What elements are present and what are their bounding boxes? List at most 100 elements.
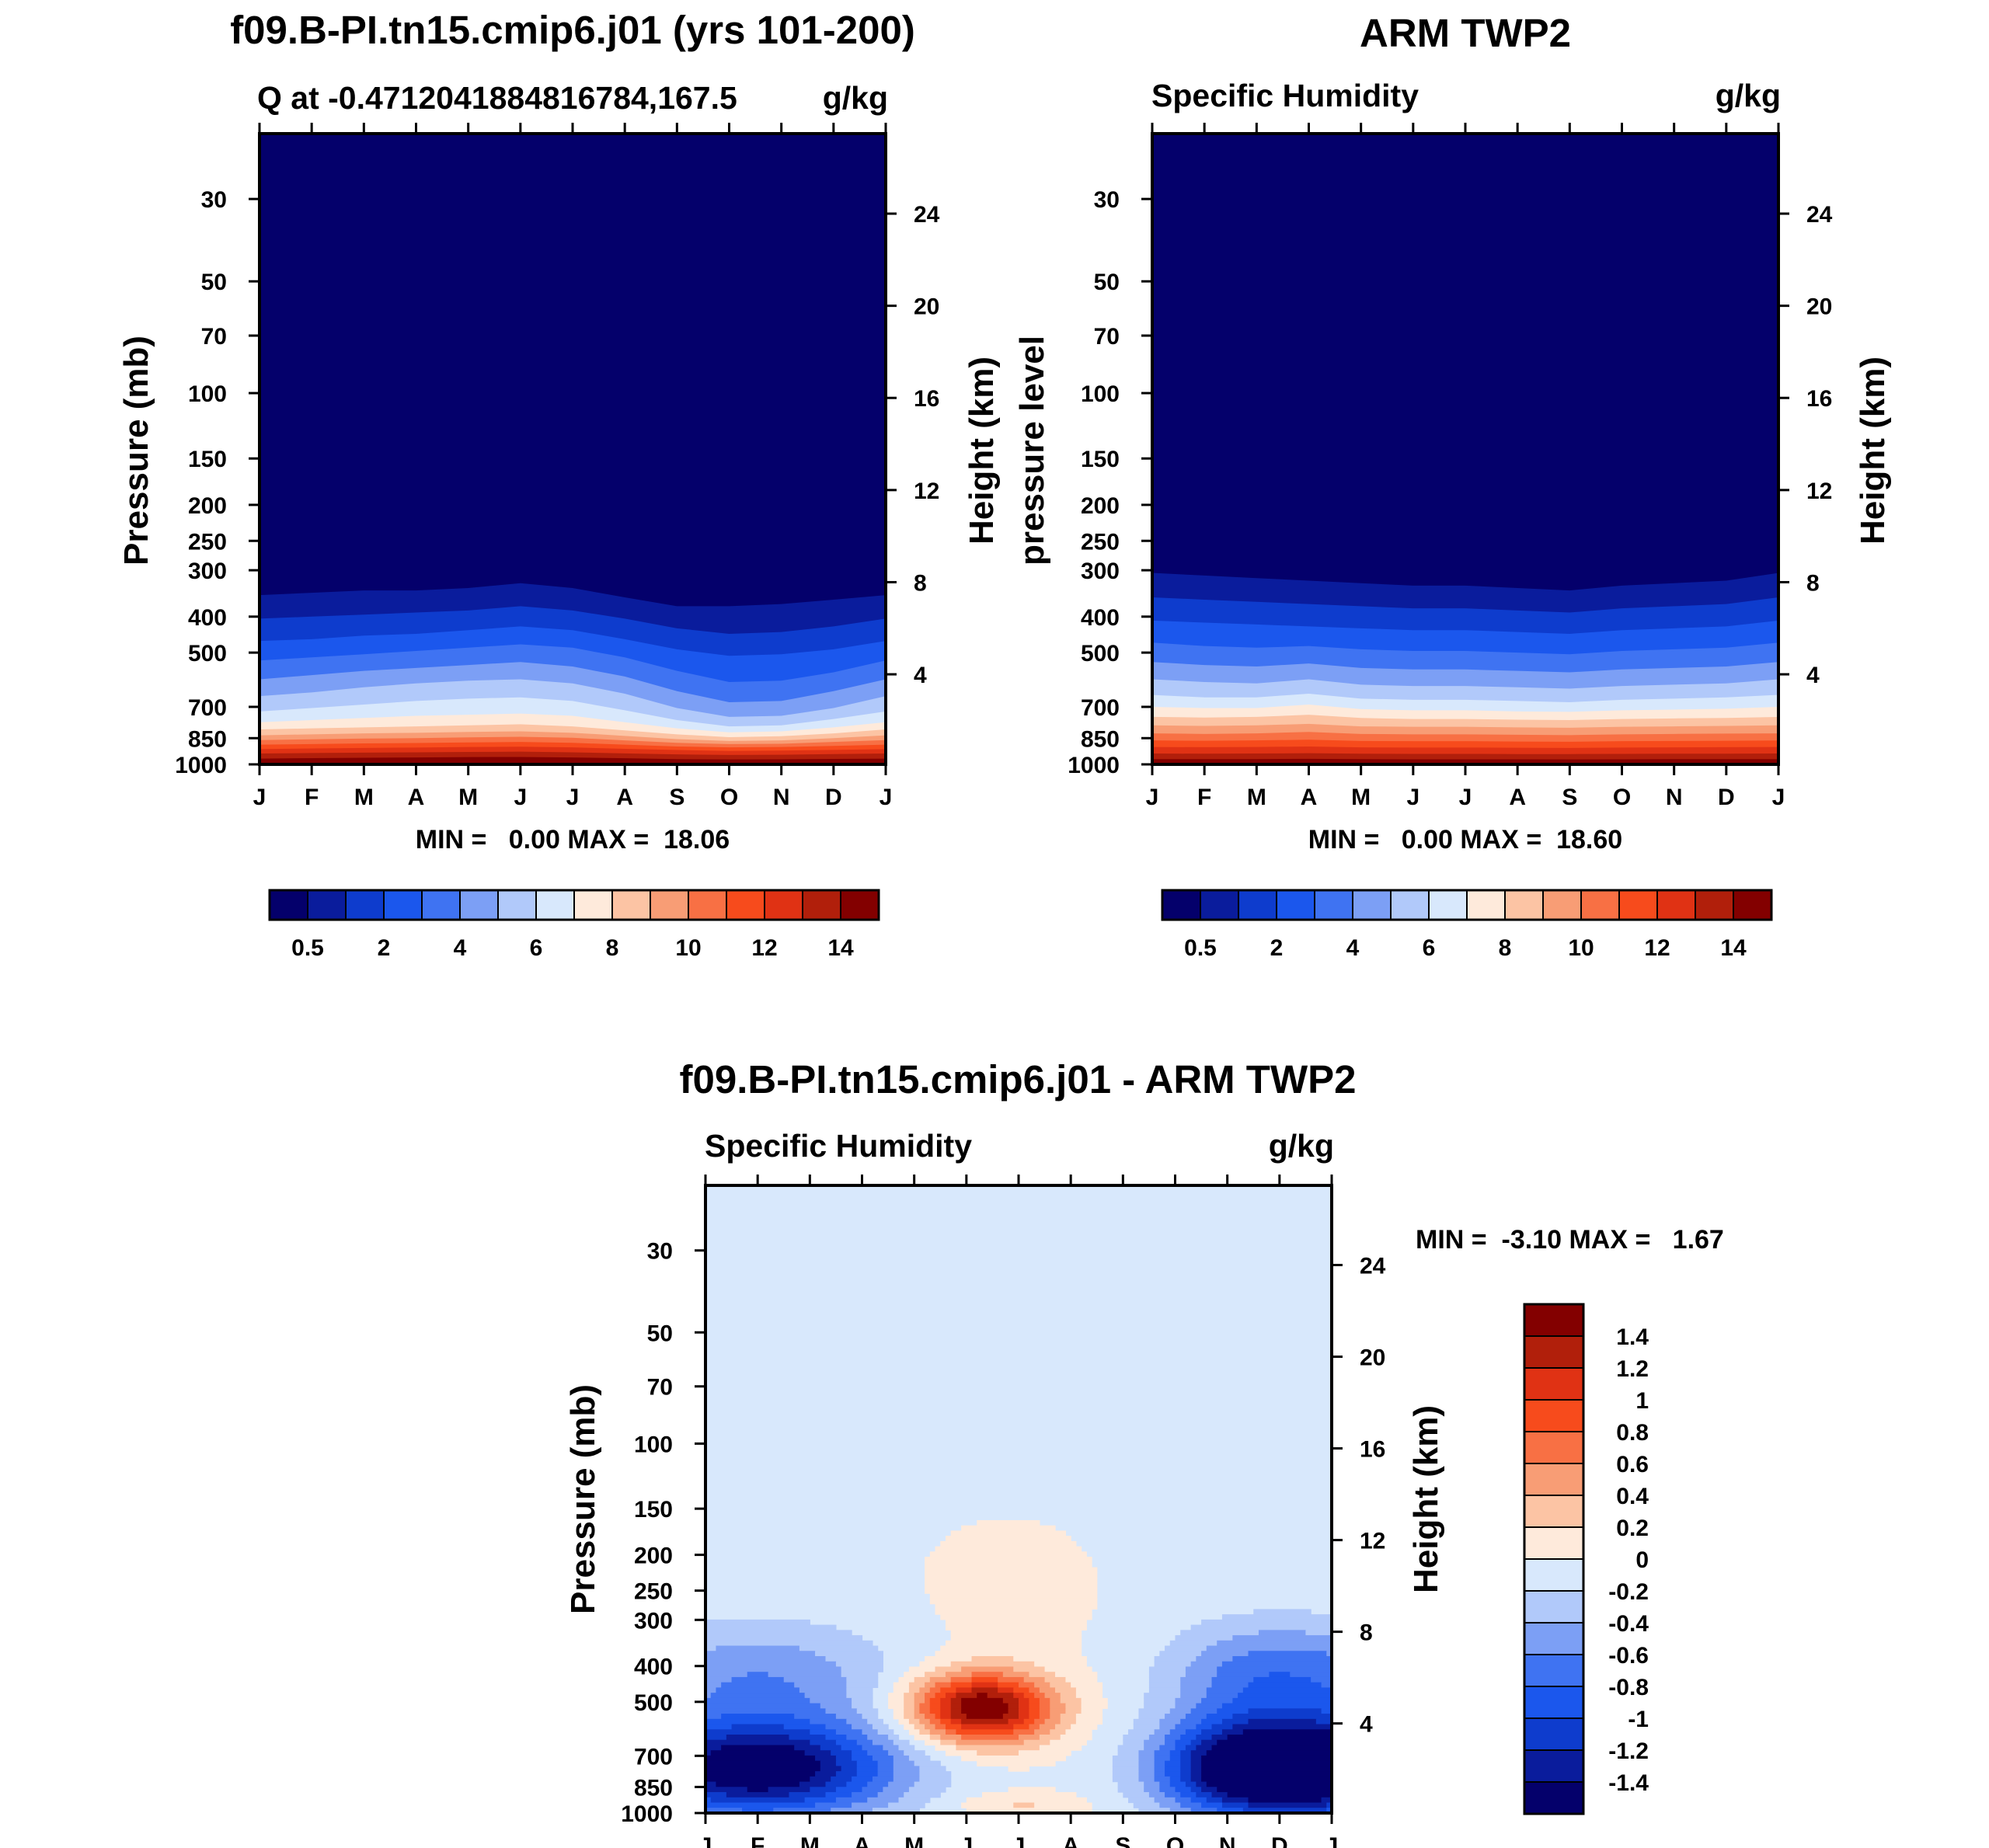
contour-cell xyxy=(705,1666,842,1672)
contour-cell xyxy=(898,1797,931,1804)
contour-cell xyxy=(835,1714,863,1720)
y-tick-label-pressure: 150 xyxy=(634,1497,673,1523)
contour-cell xyxy=(1221,1718,1249,1725)
x-tick-label-month: J xyxy=(514,785,527,810)
x-tick-label-month: N xyxy=(1666,785,1683,810)
contour-cell xyxy=(904,1693,915,1699)
contour-cell xyxy=(1165,1739,1176,1746)
colorbar-swatch xyxy=(764,889,803,921)
contour-cell xyxy=(721,1745,795,1751)
y-tick-label-pressure: 700 xyxy=(1081,695,1120,721)
colorbar-label: 6 xyxy=(530,935,543,961)
y-tick-label-pressure: 300 xyxy=(634,1608,673,1634)
y2-tick-label-height: 12 xyxy=(1806,479,1832,504)
panel-diff-y2label: Height (km) xyxy=(1407,1405,1445,1593)
contour-cell xyxy=(705,1776,810,1783)
contour-cell xyxy=(1175,1797,1192,1804)
contour-cell xyxy=(925,1567,1098,1573)
contour-cell xyxy=(877,1771,894,1777)
y2-tick-label-height: 20 xyxy=(1360,1345,1385,1371)
colorbar-swatch xyxy=(1524,1303,1584,1337)
y-tick-label-pressure: 850 xyxy=(634,1775,673,1801)
contour-cell xyxy=(1029,1714,1040,1720)
contour-cell xyxy=(940,1697,952,1704)
contour-cell xyxy=(940,1645,1082,1651)
colorbar-swatch xyxy=(1200,889,1239,921)
colorbar-swatch xyxy=(1466,889,1506,921)
contour-cell xyxy=(1242,1729,1332,1735)
colorbar-label: 1.2 xyxy=(1616,1356,1649,1382)
colorbar-swatch xyxy=(1733,889,1772,921)
contour-cell xyxy=(1039,1703,1050,1709)
contour-cell xyxy=(835,1771,858,1777)
contour-cell xyxy=(1144,1697,1176,1704)
y-tick-label-pressure: 500 xyxy=(188,641,227,666)
contour-cell xyxy=(1039,1708,1050,1714)
contour-cell xyxy=(1201,1755,1332,1762)
contour-cell xyxy=(1221,1797,1249,1804)
y-tick-label-pressure: 250 xyxy=(188,529,227,555)
colorbar-label: -0.8 xyxy=(1608,1675,1649,1700)
contour-cell xyxy=(919,1661,952,1668)
contour-cell xyxy=(1138,1771,1155,1777)
panel-diff: f09.B-PI.tn15.cmip6.j01 - ARM TWP2 Speci… xyxy=(564,1057,1724,1848)
panel-obs-minmax: MIN = 0.00 MAX = 18.60 xyxy=(1308,825,1622,854)
contour-cell xyxy=(950,1682,973,1688)
contour-cell xyxy=(716,1645,800,1651)
contour-cell xyxy=(925,1682,936,1688)
y2-tick-label-height: 24 xyxy=(914,202,940,228)
contour-cell xyxy=(893,1682,910,1688)
contour-cell xyxy=(950,1718,962,1725)
colorbar-frame xyxy=(268,889,880,921)
x-tick-label-month: A xyxy=(408,785,425,810)
y-tick-label-pressure: 200 xyxy=(1081,493,1120,519)
colorbar-swatch xyxy=(1524,1749,1584,1783)
contour-cell xyxy=(1190,1661,1223,1668)
y2-tick-label-height: 4 xyxy=(1806,663,1820,688)
contour-cell xyxy=(1175,1739,1192,1746)
contour-cell xyxy=(925,1557,1092,1563)
contour-cell xyxy=(1029,1724,1040,1730)
contour-cell xyxy=(914,1781,952,1787)
contour-cell xyxy=(1180,1792,1197,1798)
y2-tick-label-height: 16 xyxy=(914,386,939,412)
contour-cell xyxy=(1060,1697,1082,1704)
contour-cell xyxy=(940,1687,956,1693)
contour-cell xyxy=(977,1519,1040,1526)
contour-cell xyxy=(961,1718,1009,1725)
contour-cell xyxy=(1206,1687,1244,1693)
contour-cell xyxy=(888,1750,904,1756)
contour-cell xyxy=(935,1745,956,1751)
contour-cell xyxy=(898,1676,915,1683)
contour-cell xyxy=(925,1693,936,1699)
contour-cell xyxy=(893,1739,910,1746)
contour-cell xyxy=(716,1687,800,1693)
colorbar-swatch xyxy=(535,889,575,921)
contour-cell xyxy=(1211,1745,1332,1751)
colorbar-label: 12 xyxy=(1644,935,1670,961)
contour-cell xyxy=(1081,1703,1108,1709)
contour-cell xyxy=(705,1745,722,1751)
contour-cell xyxy=(1060,1714,1077,1720)
x-tick-label-month: M xyxy=(1247,785,1266,810)
colorbar-swatch xyxy=(1695,889,1734,921)
contour-cell xyxy=(935,1682,952,1688)
contour-cell xyxy=(846,1735,868,1741)
contour-cell xyxy=(940,1735,962,1741)
x-tick-label-month: D xyxy=(825,785,842,810)
contour-cell xyxy=(856,1766,879,1772)
contour-cell xyxy=(1321,1797,1332,1804)
contour-cell xyxy=(1148,1666,1186,1672)
contour-cell xyxy=(908,1718,920,1725)
contour-cell xyxy=(1117,1781,1144,1787)
contour-cell xyxy=(1201,1697,1233,1704)
contour-cell xyxy=(872,1739,894,1746)
colorbar-swatch xyxy=(345,889,385,921)
contour-cell xyxy=(1008,1708,1019,1714)
y-tick-label-pressure: 500 xyxy=(634,1690,673,1716)
colorbar-label: 0.4 xyxy=(1616,1484,1649,1509)
contour-cell xyxy=(1071,1682,1103,1688)
contour-cell xyxy=(872,1808,920,1813)
contour-cell xyxy=(1050,1708,1067,1714)
panel-diff-colorbar: 1.4 1.2 1 0.8 0.6 0.4 0.2 0 -0.2 -0.4 -0.6 -0.8 -1 -1… xyxy=(1523,1303,1649,1815)
